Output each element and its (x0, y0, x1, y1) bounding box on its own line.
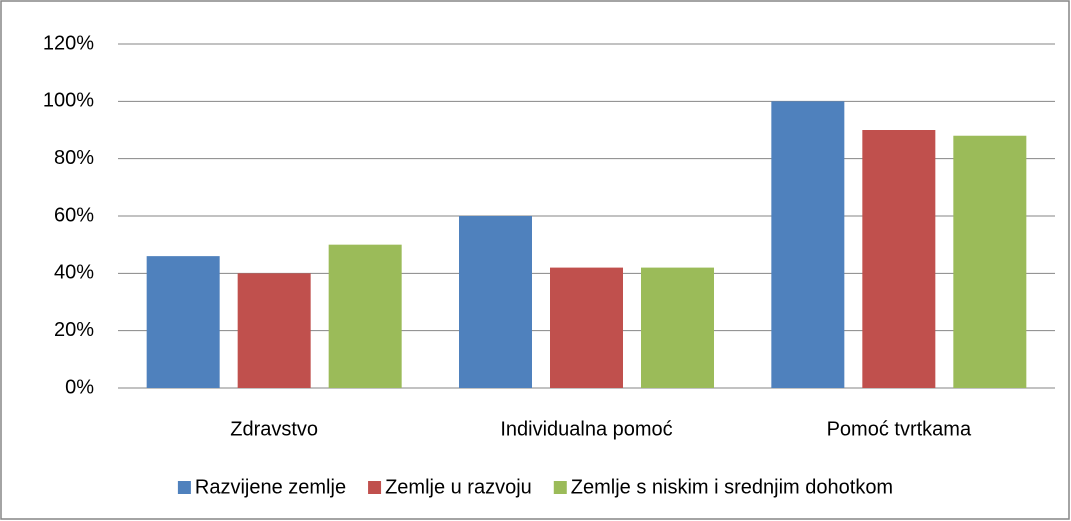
bar (641, 267, 714, 388)
y-tick-label: 80% (54, 147, 94, 169)
x-tick-label: Zdravstvo (230, 418, 318, 440)
bar (328, 244, 402, 388)
bar (953, 135, 1027, 388)
bar (237, 273, 311, 388)
legend-label: Razvijene zemlje (195, 476, 346, 498)
y-tick-label: 0% (65, 376, 94, 398)
legend-label: Zemlje u razvoju (385, 476, 532, 498)
y-tick-label: 120% (43, 32, 94, 54)
y-tick-label: 20% (54, 319, 94, 341)
bar (771, 101, 845, 388)
bar (459, 216, 532, 388)
x-tick-label: Individualna pomoć (500, 418, 672, 440)
y-tick-label: 40% (54, 262, 94, 284)
y-tick-label: 60% (54, 204, 94, 226)
bar (550, 267, 623, 388)
legend-swatch (553, 481, 567, 494)
bar (862, 130, 936, 388)
bar (146, 256, 220, 388)
legend-label: Zemlje s niskim i srednjim dohotkom (571, 476, 893, 498)
legend-swatch (368, 481, 382, 494)
y-tick-label: 100% (43, 90, 94, 112)
x-tick-label: Pomoć tvrtkama (827, 418, 972, 440)
legend-swatch (177, 481, 191, 494)
